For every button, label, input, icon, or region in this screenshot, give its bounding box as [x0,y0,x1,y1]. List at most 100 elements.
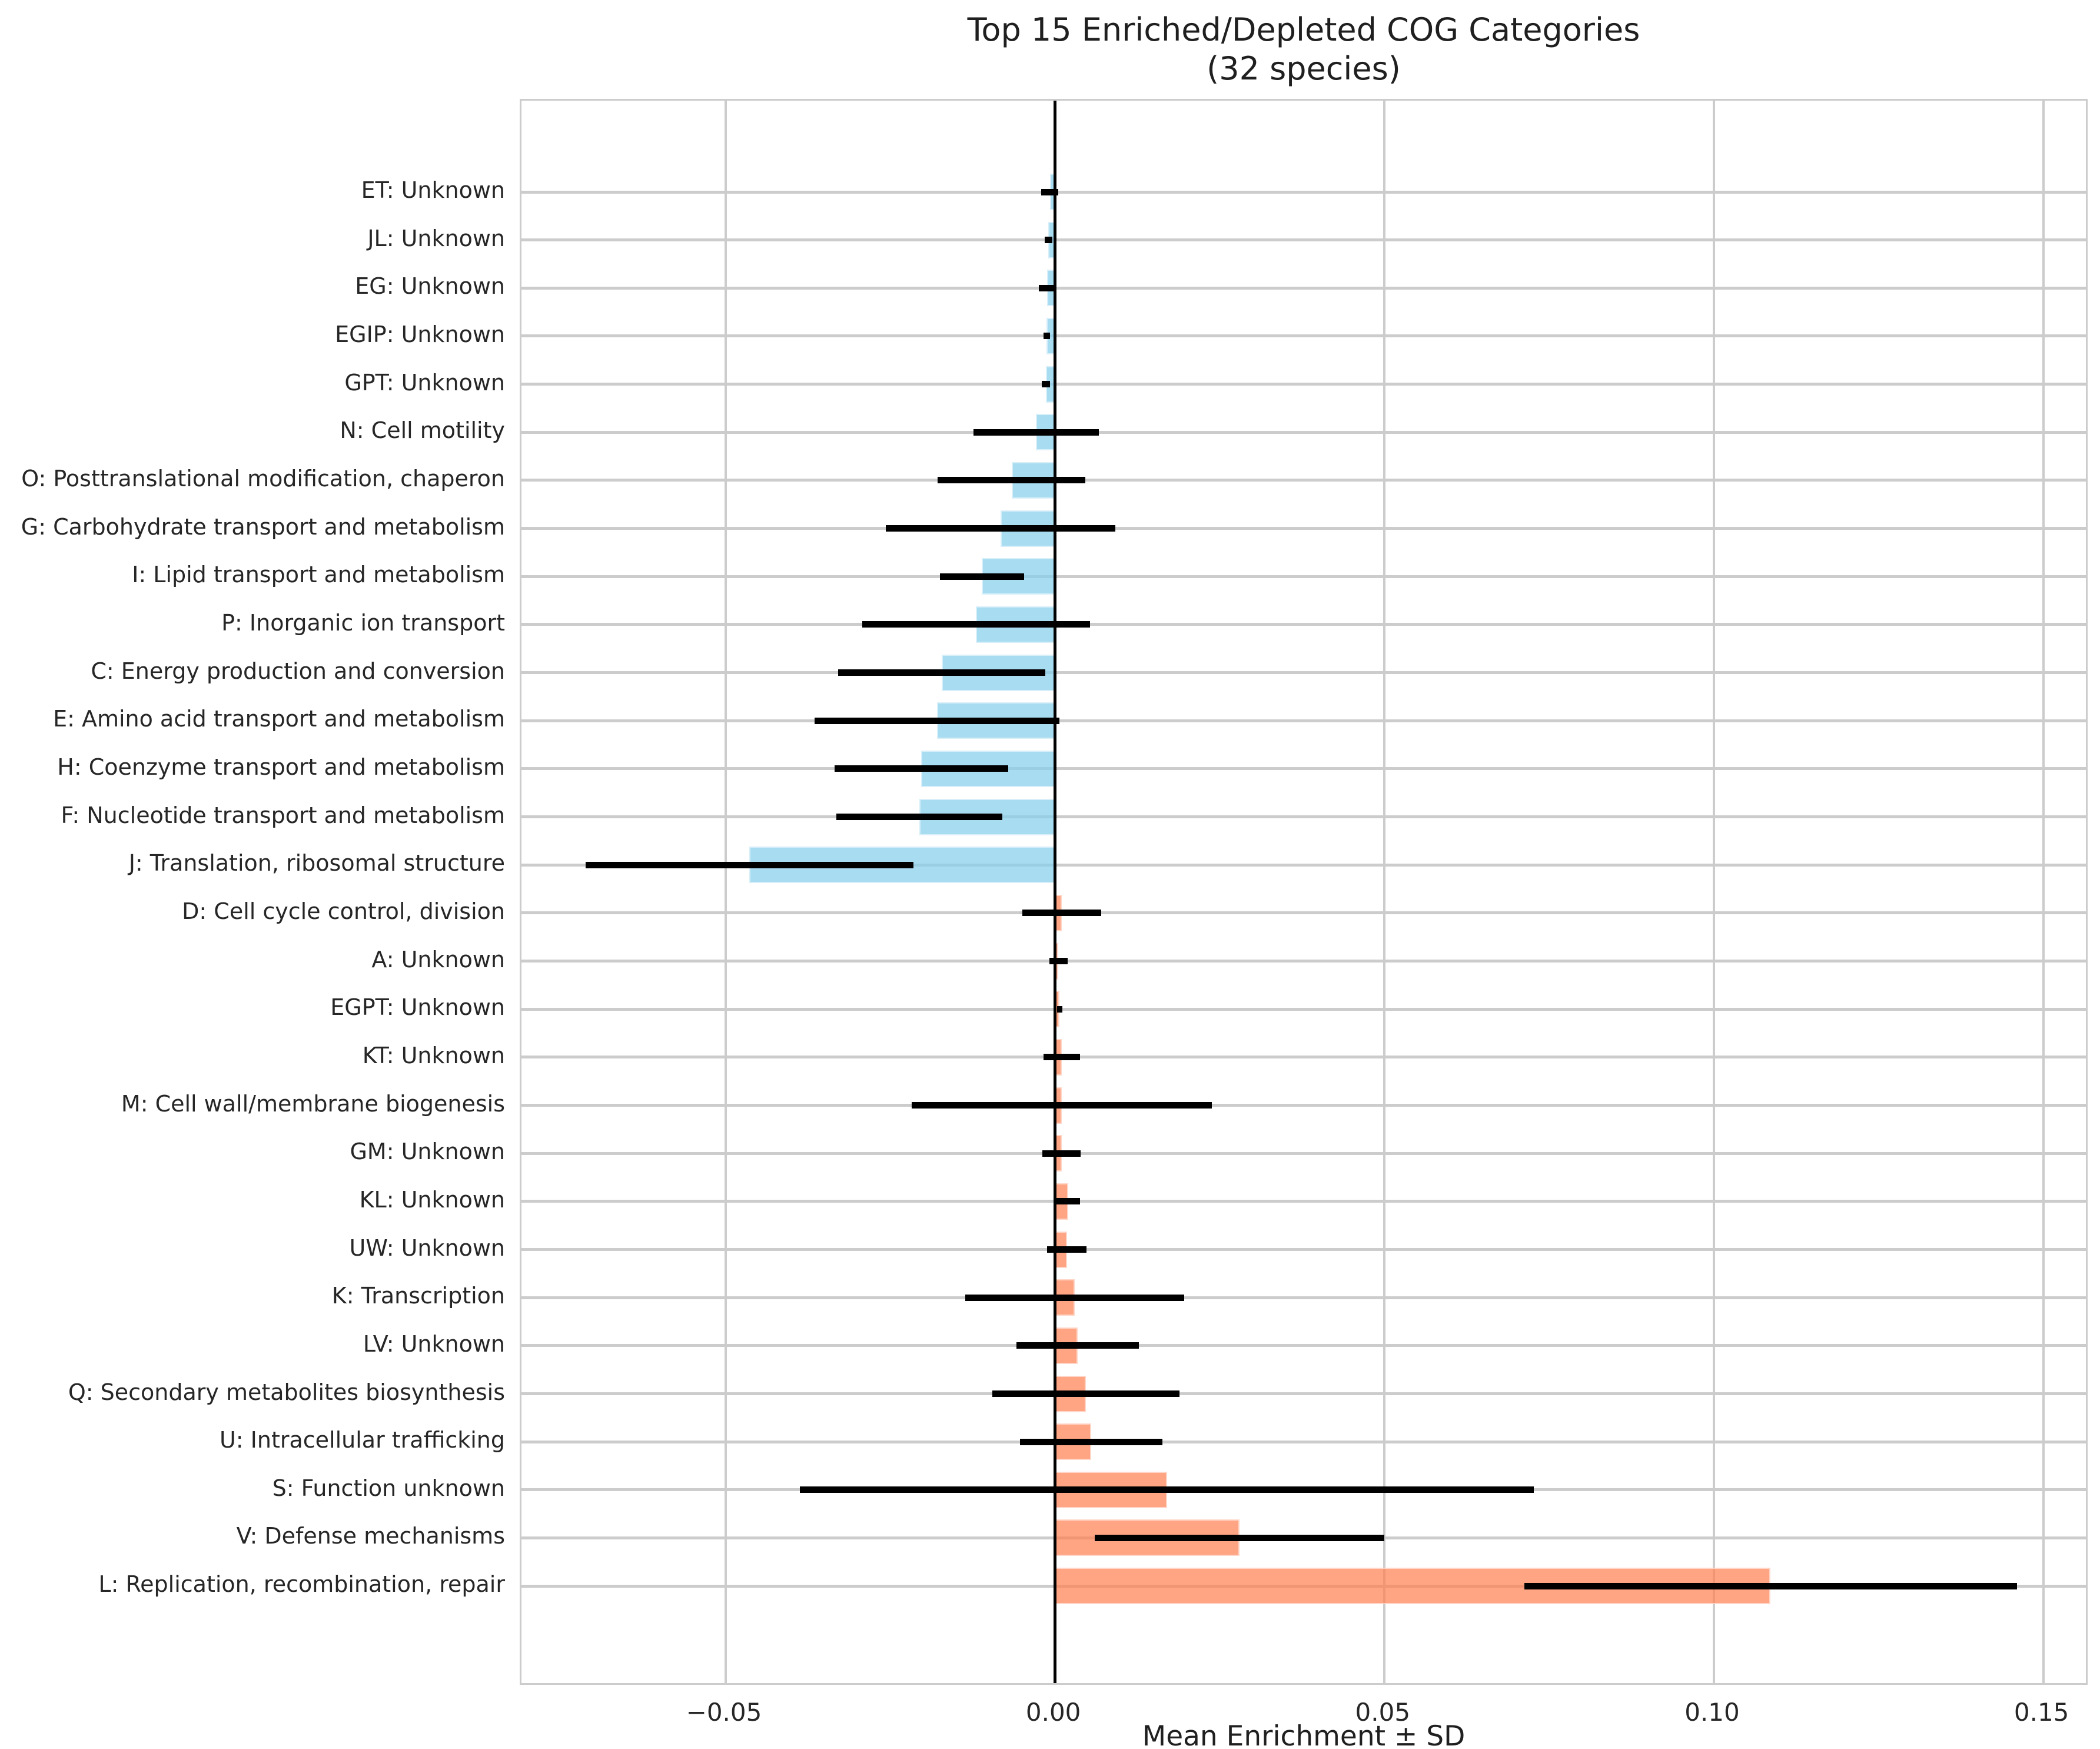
error-bar [834,765,1009,772]
y-category-label: E: Amino acid transport and metabolism [53,706,505,732]
y-category-label: EG: Unknown [355,273,505,300]
y-category-label: O: Posttranslational modification, chape… [21,465,505,492]
error-bar [1524,1582,2017,1589]
gridline-horizontal [521,1440,2086,1443]
gridline-horizontal [521,479,2086,482]
chart-title-line1: Top 15 Enriched/Depleted COG Categories [967,11,1640,48]
y-category-label: EGPT: Unknown [330,994,505,1021]
zero-line [1054,101,1057,1683]
x-tick-label: 0.05 [1355,1698,1411,1727]
gridline-horizontal [521,719,2086,722]
error-bar [1094,1534,1385,1541]
y-category-label: Q: Secondary metabolites biosynthesis [68,1379,505,1405]
error-bar [1047,1246,1087,1253]
error-bar [836,814,1003,821]
error-bar [1043,333,1050,340]
y-category-label: F: Nucleotide transport and metabolism [61,802,505,828]
error-bar [1016,1342,1139,1349]
error-bar [1041,188,1059,195]
x-tick-label: 0.15 [2013,1698,2069,1727]
y-category-label: C: Energy production and conversion [91,658,505,684]
error-bar [815,717,1060,724]
chart-title: Top 15 Enriched/Depleted COG Categories … [520,11,2088,88]
y-category-label: GM: Unknown [350,1139,505,1165]
x-tick-label: −0.05 [686,1698,762,1727]
gridline-horizontal [521,1200,2086,1203]
error-bar [585,861,913,868]
gridline-vertical [724,101,727,1683]
error-bar [1042,381,1050,388]
y-category-label: JL: Unknown [367,225,505,251]
gridline-horizontal [521,1392,2086,1395]
y-category-label: S: Function unknown [272,1475,505,1501]
y-category-label: LV: Unknown [363,1330,505,1357]
gridline-horizontal [521,863,2086,867]
error-bar [1042,1150,1081,1157]
x-tick-label: 0.00 [1025,1698,1081,1727]
y-category-label: KL: Unknown [359,1186,505,1213]
gridline-horizontal [521,1296,2086,1299]
error-bar [938,477,1086,484]
y-category-label: UW: Unknown [349,1234,505,1261]
gridline-vertical [1712,101,1715,1683]
gridline-horizontal [521,815,2086,819]
gridline-horizontal [521,430,2086,434]
y-category-label: L: Replication, recombination, repair [98,1571,505,1598]
y-category-label: U: Intracellular trafficking [219,1427,505,1453]
y-category-label: J: Translation, ribosomal structure [128,850,505,877]
y-category-label: V: Defense mechanisms [236,1523,505,1549]
x-axis-label: Mean Enrichment ± SD [1142,1720,1466,1749]
gridline-horizontal [521,1344,2086,1348]
error-bar [1043,1054,1081,1061]
gridline-horizontal [521,1007,2086,1011]
y-category-label: G: Carbohydrate transport and metabolism [21,513,505,540]
error-bar [992,1390,1180,1397]
y-category-label: N: Cell motility [340,417,505,444]
y-category-label: A: Unknown [371,946,505,973]
error-bar [1038,284,1056,291]
gridline-horizontal [521,911,2086,915]
gridline-horizontal [521,238,2086,242]
y-category-label: ET: Unknown [361,177,505,203]
y-category-label: M: Cell wall/membrane biogenesis [121,1090,505,1117]
y-category-label: P: Inorganic ion transport [221,609,505,636]
gridline-horizontal [521,1248,2086,1252]
gridline-horizontal [521,671,2086,675]
error-bar [838,669,1045,676]
y-category-label: KT: Unknown [362,1042,505,1068]
y-category-label: D: Cell cycle control, division [182,898,505,924]
plot-area [520,99,2088,1685]
gridline-horizontal [521,286,2086,290]
gridline-horizontal [521,575,2086,578]
y-category-label: EGIP: Unknown [335,321,505,347]
y-category-label: K: Transcription [331,1283,505,1309]
error-bar [965,1294,1185,1301]
gridline-vertical [1383,101,1386,1683]
error-bar [939,573,1025,580]
error-bar [1056,1198,1081,1205]
error-bar [1057,1005,1062,1013]
gridline-horizontal [521,334,2086,338]
error-bar [1044,237,1053,244]
error-bar [1020,1438,1163,1445]
y-category-label: I: Lipid transport and metabolism [132,562,505,588]
gridline-vertical [2042,101,2045,1683]
y-category-label: H: Coenzyme transport and metabolism [57,754,505,780]
error-bar [973,429,1099,436]
gridline-horizontal [521,623,2086,626]
error-bar [1022,910,1101,917]
gridline-horizontal [521,190,2086,194]
error-bar [911,1102,1212,1109]
y-category-label: GPT: Unknown [344,369,505,396]
x-tick-label: 0.10 [1684,1698,1740,1727]
error-bar [1049,958,1068,965]
gridline-horizontal [521,1104,2086,1107]
gridline-horizontal [521,383,2086,386]
chart-title-line2: (32 species) [1207,50,1401,87]
error-bar [800,1486,1534,1494]
error-bar [885,525,1115,532]
gridline-horizontal [521,1151,2086,1155]
gridline-horizontal [521,1056,2086,1059]
gridline-horizontal [521,527,2086,530]
